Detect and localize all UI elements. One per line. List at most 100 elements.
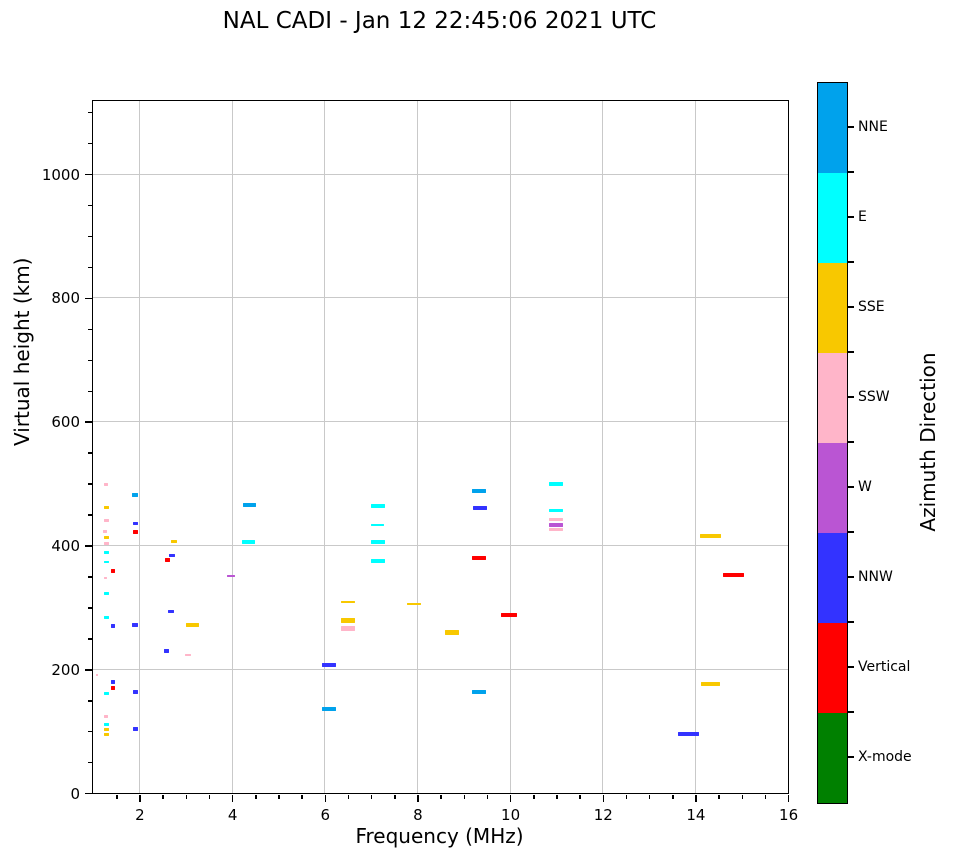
x-major-tick xyxy=(417,795,419,803)
colorbar-tick xyxy=(848,576,854,578)
x-gridline xyxy=(138,101,140,793)
data-point xyxy=(171,540,177,544)
plot-area xyxy=(92,100,789,794)
data-point xyxy=(549,527,564,531)
x-gridline xyxy=(231,101,233,793)
colorbar-category-label: SSW xyxy=(858,389,890,405)
x-minor-tick xyxy=(741,795,744,800)
data-point xyxy=(677,731,699,736)
x-tick-label: 6 xyxy=(320,806,331,824)
x-minor-tick xyxy=(648,795,651,800)
x-minor-tick xyxy=(463,795,466,800)
data-point xyxy=(472,488,486,493)
y-gridline xyxy=(93,297,788,299)
y-tick-label: 800 xyxy=(51,289,80,308)
data-point xyxy=(104,542,109,546)
data-point xyxy=(322,707,337,712)
y-minor-tick xyxy=(88,359,92,362)
x-minor-tick xyxy=(625,795,628,800)
colorbar-segment-ssw xyxy=(818,353,847,443)
data-point xyxy=(472,555,487,560)
data-point xyxy=(242,503,256,508)
data-point xyxy=(164,557,171,562)
data-point xyxy=(132,726,139,731)
x-minor-tick xyxy=(116,795,118,800)
y-gridline xyxy=(93,173,788,175)
colorbar-tick xyxy=(848,396,854,398)
x-major-tick xyxy=(231,795,234,803)
colorbar-segment-x-mode xyxy=(818,713,847,803)
y-tick-label: 1000 xyxy=(41,165,80,184)
data-point xyxy=(104,691,109,695)
x-gridline xyxy=(324,101,326,793)
colorbar-segment-vertical xyxy=(818,623,847,713)
colorbar-tick xyxy=(848,486,854,488)
y-minor-tick xyxy=(88,452,92,454)
data-point xyxy=(104,551,109,555)
colorbar-tick xyxy=(848,531,854,533)
data-point xyxy=(104,536,109,540)
x-major-tick xyxy=(509,795,512,803)
x-major-tick xyxy=(602,795,605,803)
x-minor-tick xyxy=(764,795,767,800)
x-major-tick xyxy=(695,795,697,803)
y-minor-tick xyxy=(88,328,92,331)
colorbar-tick xyxy=(848,666,854,668)
data-point xyxy=(700,534,722,539)
data-point xyxy=(186,622,200,627)
x-tick-label: 10 xyxy=(501,806,521,824)
colorbar-tick xyxy=(848,171,854,173)
azimuth-colorbar xyxy=(817,82,848,804)
data-point xyxy=(184,653,192,656)
data-point xyxy=(104,732,109,736)
data-point xyxy=(163,648,170,653)
data-point xyxy=(103,482,109,486)
colorbar-tick xyxy=(848,306,854,308)
y-minor-tick xyxy=(88,638,92,640)
x-minor-tick xyxy=(579,795,581,800)
x-major-tick xyxy=(787,795,790,803)
x-gridline xyxy=(509,101,511,793)
x-minor-tick xyxy=(370,795,373,800)
data-point xyxy=(110,686,116,691)
colorbar-category-label: NNW xyxy=(858,569,893,585)
x-minor-tick xyxy=(672,795,674,800)
x-minor-tick xyxy=(556,795,558,800)
y-gridline xyxy=(93,421,788,423)
data-point xyxy=(110,568,116,573)
colorbar-category-label: E xyxy=(858,209,867,225)
chart-title: NAL CADI - Jan 12 22:45:06 2021 UTC xyxy=(222,8,657,34)
y-minor-tick xyxy=(88,266,92,269)
data-point xyxy=(722,572,744,577)
data-point xyxy=(371,540,385,545)
y-tick-label: 0 xyxy=(70,784,80,803)
data-point xyxy=(227,574,235,577)
x-minor-tick xyxy=(533,795,535,800)
data-point xyxy=(110,623,116,628)
colorbar-tick xyxy=(848,261,854,263)
data-point xyxy=(104,728,109,732)
x-minor-tick xyxy=(162,795,164,800)
colorbar-segment-w xyxy=(818,443,847,533)
data-point xyxy=(500,612,517,617)
y-minor-tick xyxy=(88,111,92,114)
data-point xyxy=(95,674,98,677)
y-minor-tick xyxy=(88,761,92,764)
y-minor-tick xyxy=(88,235,92,238)
x-minor-tick xyxy=(440,795,442,800)
y-major-tick xyxy=(85,421,92,423)
data-point xyxy=(701,682,720,687)
colorbar-tick xyxy=(848,711,854,713)
data-point xyxy=(241,539,255,544)
data-point xyxy=(549,481,564,486)
colorbar-segment-nnw xyxy=(818,533,847,623)
colorbar-axis-label: Azimuth Direction xyxy=(916,352,940,532)
y-minor-tick xyxy=(88,730,92,733)
colorbar-category-label: NNE xyxy=(858,119,888,135)
data-point xyxy=(472,690,487,695)
x-minor-tick xyxy=(347,795,350,800)
x-minor-tick xyxy=(255,795,257,800)
data-point xyxy=(169,553,175,557)
data-point xyxy=(104,506,109,510)
